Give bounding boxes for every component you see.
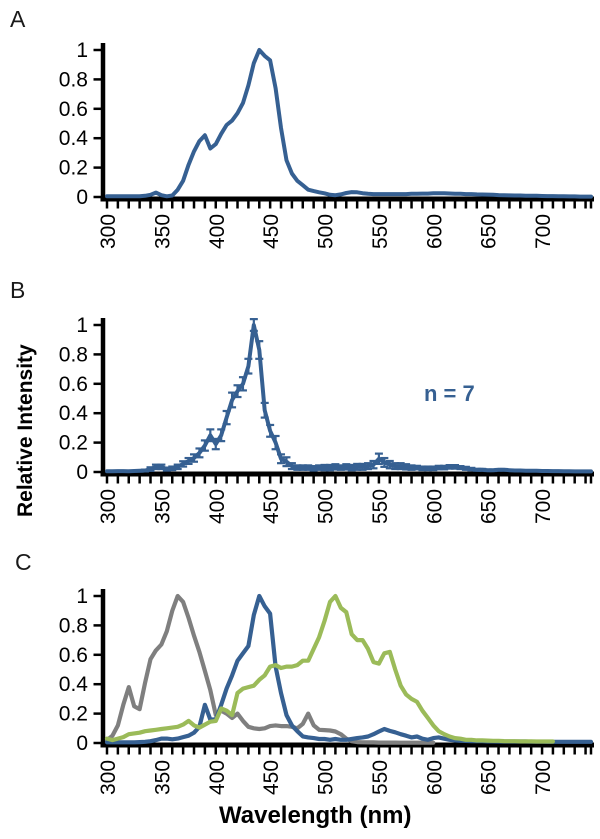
x-tick-label: 450 <box>260 760 283 795</box>
x-tick-label: 300 <box>97 760 120 795</box>
y-tick-label: 0 <box>76 461 88 484</box>
x-tick-label: 450 <box>260 489 283 524</box>
chart-panel-a: 0 0.2 0.4 0.6 0.8 1 300 350 400 450 500 550 600 650 70… <box>59 39 594 249</box>
x-tick-label: 300 <box>97 489 120 524</box>
x-tick-label: 550 <box>369 489 392 524</box>
y-tick-label: 1 <box>76 314 88 337</box>
y-tick-label: 0 <box>76 186 88 209</box>
x-tick-label: 550 <box>369 760 392 795</box>
y-tick-label: 0.6 <box>59 373 88 396</box>
y-tick-label: 0.6 <box>59 98 88 121</box>
panel-a-letter: A <box>10 6 26 32</box>
x-tick-label: 700 <box>532 214 555 249</box>
x-tick-label: 400 <box>206 214 229 249</box>
y-tick-label: 0.4 <box>59 127 89 150</box>
x-tick-label: 400 <box>206 489 229 524</box>
x-tick-label: 600 <box>423 760 446 795</box>
x-tick-label: 600 <box>423 489 446 524</box>
chart-panel-b: 0 0.2 0.4 0.6 0.8 1 300 350 400 450 500 550 600 650 70… <box>59 314 594 524</box>
y-tick-label: 0.8 <box>59 614 88 637</box>
x-tick-label: 650 <box>478 214 501 249</box>
y-tick-label: 0 <box>76 732 88 755</box>
y-tick-label: 0.2 <box>59 703 88 726</box>
x-tick-label: 600 <box>423 214 446 249</box>
x-tick-label: 650 <box>478 760 501 795</box>
spectrum-curve <box>105 323 593 474</box>
y-tick-label: 0.8 <box>59 343 88 366</box>
x-tick-label: 450 <box>260 214 283 249</box>
sample-size-annotation: n = 7 <box>424 381 475 406</box>
x-tick-label: 350 <box>151 760 174 795</box>
y-tick-label: 0.8 <box>59 68 88 91</box>
panel-b-letter: B <box>10 277 26 303</box>
x-tick-label: 300 <box>97 214 120 249</box>
y-tick-label: 1 <box>76 39 88 62</box>
x-axis-title: Wavelength (nm) <box>219 802 412 829</box>
x-tick-label: 350 <box>151 489 174 524</box>
panel-c-letter: C <box>15 549 32 575</box>
x-tick-label: 500 <box>315 214 338 249</box>
chart-panel-c: 0 0.2 0.4 0.6 0.8 1 300 350 400 450 500 550 600 650 70… <box>59 585 594 795</box>
spectrum-curve <box>104 593 436 745</box>
spectrum-curve <box>105 48 593 199</box>
spectrum-curve <box>104 593 555 744</box>
x-tick-label: 650 <box>478 489 501 524</box>
y-tick-label: 0.4 <box>59 402 89 425</box>
x-tick-label: 500 <box>315 489 338 524</box>
x-tick-label: 550 <box>369 214 392 249</box>
y-tick-label: 0.2 <box>59 432 88 455</box>
x-tick-label: 500 <box>315 760 338 795</box>
y-tick-label: 1 <box>76 585 88 608</box>
x-tick-label: 700 <box>532 489 555 524</box>
x-tick-label: 350 <box>151 214 174 249</box>
x-tick-label: 700 <box>532 760 555 795</box>
y-tick-label: 0.2 <box>59 157 88 180</box>
y-axis-title: Relative Intensity <box>14 344 37 517</box>
x-tick-label: 400 <box>206 760 229 795</box>
y-tick-label: 0.6 <box>59 644 88 667</box>
y-tick-label: 0.4 <box>59 673 89 696</box>
